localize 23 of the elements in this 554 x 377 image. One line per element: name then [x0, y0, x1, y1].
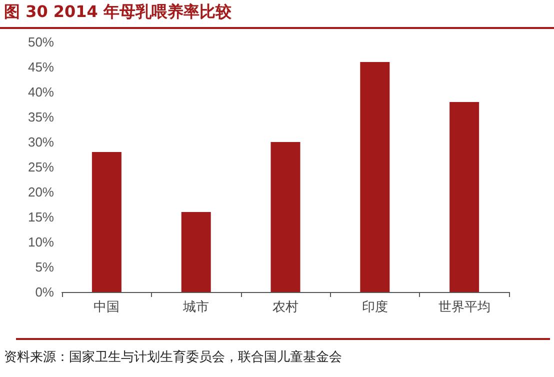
- x-tick-label: 印度: [362, 299, 388, 314]
- bar: [270, 142, 300, 292]
- bar: [450, 102, 480, 292]
- bar: [92, 152, 122, 292]
- x-tick-label: 农村: [272, 299, 298, 314]
- y-tick-label: 15%: [28, 210, 54, 224]
- y-tick-label: 0%: [35, 284, 54, 300]
- y-tick-label: 10%: [28, 234, 54, 250]
- x-tick-label: 城市: [182, 299, 210, 314]
- y-tick-label: 45%: [28, 60, 54, 74]
- y-tick-label: 40%: [28, 84, 54, 100]
- y-tick-label: 30%: [28, 134, 54, 150]
- x-tick-label: 世界平均: [438, 299, 490, 314]
- bar: [360, 62, 390, 292]
- y-tick-label: 20%: [28, 184, 54, 200]
- y-tick-label: 25%: [28, 160, 54, 174]
- bar: [181, 212, 211, 292]
- y-tick-label: 35%: [28, 110, 54, 124]
- y-tick-label: 5%: [35, 260, 54, 274]
- chart-title: 图 30 2014 年母乳喂养率比较: [4, 2, 232, 23]
- y-tick-label: 50%: [28, 34, 54, 50]
- x-tick-label: 中国: [94, 299, 120, 314]
- text: 资料来源：国家卫生与计划生育委员会，联合国儿童基金会: [4, 348, 342, 366]
